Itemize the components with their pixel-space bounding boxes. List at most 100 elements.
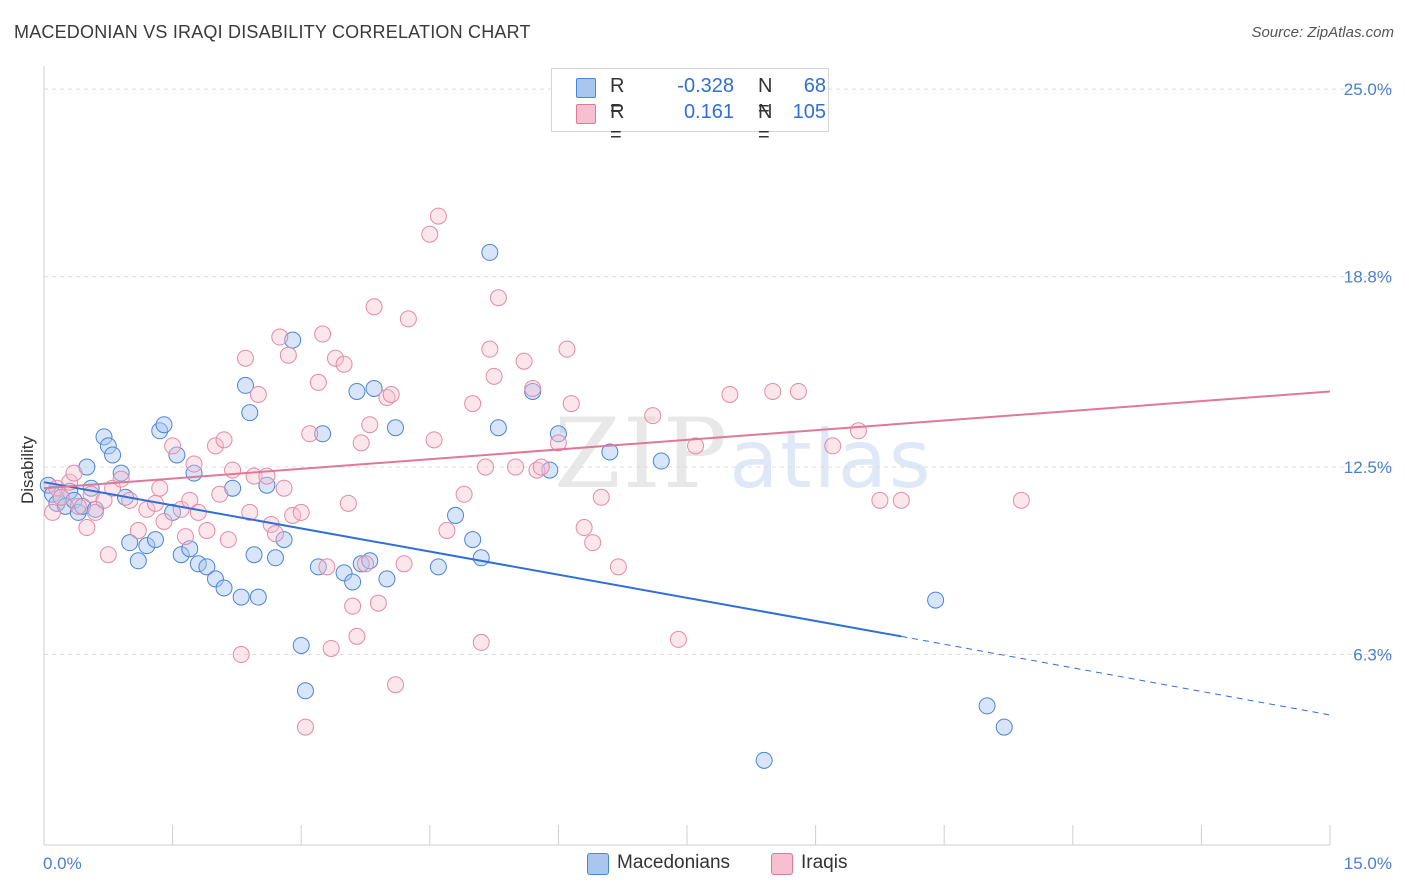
iraqis-point bbox=[296, 718, 314, 736]
iraqis-point bbox=[575, 519, 593, 537]
macedonians-point bbox=[365, 379, 383, 397]
iraqis-point bbox=[176, 528, 194, 546]
iraqis-point bbox=[164, 437, 182, 455]
legend-n-label: N = bbox=[758, 101, 773, 146]
iraqis-point bbox=[339, 494, 357, 512]
iraqis-point bbox=[322, 639, 340, 657]
iraqis-point bbox=[687, 437, 705, 455]
iraqis-point bbox=[421, 225, 439, 243]
stats-legend: R = -0.328 N = 68 R = 0.161 N = 105 bbox=[551, 68, 829, 146]
chart-title: MACEDONIAN VS IRAQI DISABILITY CORRELATI… bbox=[14, 22, 531, 42]
legend-r-value: 0.161 bbox=[683, 101, 734, 123]
macedonians-point bbox=[755, 751, 773, 769]
iraqis-point bbox=[429, 207, 447, 225]
macedonians-trend-line bbox=[43, 481, 902, 638]
macedonians-point bbox=[489, 419, 507, 437]
legend-n-value: 68 bbox=[803, 75, 826, 97]
iraqis-point bbox=[464, 395, 482, 413]
iraqis-point bbox=[44, 503, 62, 521]
iraqis-point bbox=[361, 416, 379, 434]
macedonians-point bbox=[549, 425, 567, 443]
iraqis-point bbox=[892, 491, 910, 509]
macedonians-point bbox=[652, 452, 670, 470]
macedonians-point bbox=[245, 546, 263, 564]
macedonians-point bbox=[266, 549, 284, 567]
macedonians-point bbox=[429, 558, 447, 576]
iraqis-point bbox=[151, 479, 169, 497]
iraqis-point bbox=[524, 379, 542, 397]
macedonians-point bbox=[335, 564, 353, 582]
y-tick-label: 18.8% bbox=[1344, 268, 1392, 287]
iraqis-point bbox=[232, 646, 250, 664]
iraqis-point bbox=[211, 485, 229, 503]
macedonians-trend-extension bbox=[901, 635, 1331, 716]
x-tick-label: 0.0% bbox=[43, 854, 82, 873]
iraqis-point bbox=[326, 349, 344, 367]
macedonians-point bbox=[232, 588, 250, 606]
macedonians-point bbox=[387, 419, 405, 437]
macedonians-point bbox=[344, 573, 362, 591]
iraqis-point bbox=[481, 340, 499, 358]
iraqis-point bbox=[121, 491, 139, 509]
macedonians-point bbox=[472, 549, 490, 567]
legend-swatch-iraqis bbox=[771, 853, 793, 875]
y-tick-label: 6.3% bbox=[1353, 646, 1392, 665]
iraqis-point bbox=[399, 310, 417, 328]
iraqis-point bbox=[352, 434, 370, 452]
iraqis-point bbox=[532, 458, 550, 476]
iraqis-point bbox=[86, 503, 104, 521]
macedonians-point bbox=[206, 570, 224, 588]
legend-swatch-macedonians bbox=[587, 853, 609, 875]
iraqis-point bbox=[609, 558, 627, 576]
iraqis-point bbox=[592, 488, 610, 506]
iraqis-point bbox=[206, 437, 224, 455]
iraqis-point bbox=[112, 470, 130, 488]
iraqis-point bbox=[198, 522, 216, 540]
macedonians-point bbox=[309, 558, 327, 576]
iraqis-point bbox=[215, 431, 233, 449]
macedonians-point bbox=[249, 588, 267, 606]
y-tick-label: 12.5% bbox=[1344, 458, 1392, 477]
macedonians-point bbox=[348, 382, 366, 400]
iraqis-point bbox=[189, 503, 207, 521]
legend-n-value: 105 bbox=[792, 101, 826, 123]
iraqis-point bbox=[789, 382, 807, 400]
iraqis-point bbox=[271, 328, 289, 346]
iraqis-point bbox=[365, 298, 383, 316]
macedonians-point bbox=[99, 437, 117, 455]
iraqis-point bbox=[185, 455, 203, 473]
iraqis-point bbox=[395, 555, 413, 573]
iraqis-point bbox=[301, 425, 319, 443]
iraqis-point bbox=[849, 422, 867, 440]
iraqis-point bbox=[562, 395, 580, 413]
macedonians-point bbox=[69, 503, 87, 521]
legend-label-macedonians: Macedonians bbox=[617, 852, 731, 873]
macedonians-point bbox=[978, 697, 996, 715]
iraqis-point bbox=[824, 437, 842, 455]
iraqis-point bbox=[275, 479, 293, 497]
iraqis-point bbox=[1012, 491, 1030, 509]
iraqis-point bbox=[249, 385, 267, 403]
legend-r-label: R = bbox=[610, 75, 625, 120]
iraqis-point bbox=[871, 491, 889, 509]
x-tick-label: 15.0% bbox=[1344, 854, 1392, 873]
macedonians-point bbox=[378, 570, 396, 588]
macedonians-point bbox=[129, 552, 147, 570]
macedonians-point bbox=[275, 531, 293, 549]
legend-r-label: R = bbox=[610, 101, 625, 146]
iraqis-point bbox=[549, 434, 567, 452]
macedonians-point bbox=[151, 422, 169, 440]
iraqis-point bbox=[472, 633, 490, 651]
macedonians-point bbox=[927, 591, 945, 609]
iraqis-point bbox=[489, 289, 507, 307]
watermark-zip: ZIP bbox=[554, 398, 730, 510]
macedonians-point bbox=[155, 416, 173, 434]
macedonians-point bbox=[258, 476, 276, 494]
iraqis-point bbox=[507, 458, 525, 476]
iraqis-point bbox=[241, 503, 259, 521]
iraqis-point bbox=[369, 594, 387, 612]
macedonians-point bbox=[215, 579, 233, 597]
macedonians-point bbox=[198, 558, 216, 576]
macedonians-point bbox=[447, 506, 465, 524]
